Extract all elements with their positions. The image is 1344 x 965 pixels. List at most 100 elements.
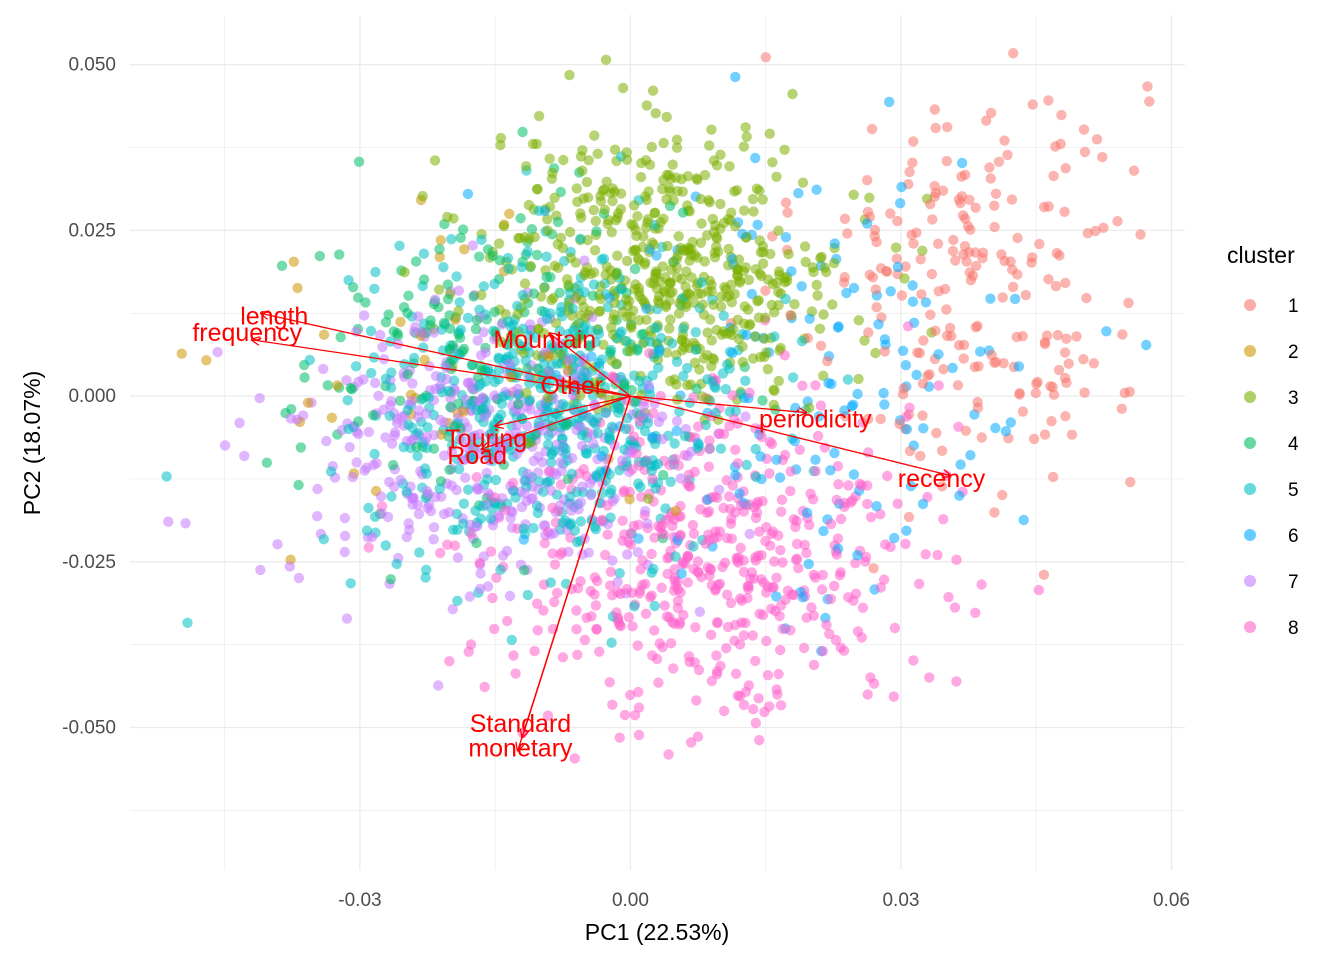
data-point-cluster-3 (707, 353, 718, 364)
data-point-cluster-3 (728, 323, 739, 335)
data-point-cluster-6 (755, 451, 766, 462)
data-point-cluster-3 (632, 211, 643, 222)
data-point-cluster-4 (515, 213, 526, 224)
data-point-cluster-8 (777, 557, 788, 568)
data-point-cluster-7 (545, 529, 556, 540)
data-point-cluster-5 (569, 525, 581, 536)
data-point-cluster-8 (885, 541, 896, 553)
data-point-cluster-5 (583, 412, 595, 423)
data-point-cluster-8 (902, 321, 914, 332)
data-point-cluster-5 (596, 354, 607, 365)
data-point-cluster-5 (463, 484, 474, 495)
data-point-cluster-8 (549, 596, 560, 608)
data-point-cluster-8 (605, 580, 616, 591)
data-point-cluster-3 (748, 206, 759, 217)
data-point-cluster-5 (517, 413, 528, 425)
data-point-cluster-8 (693, 664, 705, 676)
data-point-cluster-1 (1071, 331, 1082, 342)
data-point-cluster-3 (660, 272, 671, 283)
data-point-cluster-8 (785, 466, 796, 477)
data-point-cluster-8 (825, 518, 837, 530)
data-point-cluster-5 (343, 275, 354, 286)
data-point-cluster-7 (456, 434, 467, 445)
data-point-cluster-1 (938, 364, 949, 375)
data-point-cluster-6 (734, 488, 745, 499)
data-point-cluster-7 (475, 568, 486, 579)
data-point-cluster-4 (380, 317, 392, 328)
data-point-cluster-8 (779, 350, 790, 361)
data-point-cluster-3 (609, 186, 620, 197)
data-point-cluster-1 (947, 245, 959, 257)
data-point-cluster-5 (506, 634, 517, 646)
data-point-cluster-6 (846, 401, 857, 412)
data-point-cluster-3 (643, 186, 654, 197)
data-point-cluster-7 (339, 512, 351, 524)
data-point-cluster-4 (506, 333, 517, 344)
data-point-cluster-1 (1054, 250, 1065, 261)
data-point-cluster-6 (676, 568, 687, 579)
data-point-cluster-7 (285, 413, 297, 424)
data-point-cluster-8 (735, 500, 747, 511)
data-point-cluster-8 (602, 500, 613, 511)
data-point-cluster-5 (740, 375, 751, 386)
data-point-cluster-6 (789, 435, 800, 447)
data-point-cluster-8 (806, 602, 817, 613)
data-point-cluster-5 (621, 335, 632, 347)
data-point-cluster-8 (489, 492, 501, 503)
data-point-cluster-6 (889, 532, 900, 544)
data-point-cluster-7 (744, 528, 755, 540)
data-point-cluster-7 (339, 546, 350, 558)
data-point-cluster-1 (1043, 95, 1054, 106)
data-point-cluster-3 (533, 110, 545, 122)
data-point-cluster-4 (368, 409, 379, 421)
loading-label-length: length (240, 303, 308, 331)
data-point-cluster-1 (898, 383, 909, 394)
data-point-cluster-3 (658, 137, 669, 149)
data-point-cluster-3 (617, 82, 629, 94)
data-point-cluster-4 (471, 537, 482, 549)
data-point-cluster-5 (575, 516, 586, 527)
data-point-cluster-7 (461, 442, 473, 453)
data-point-cluster-5 (495, 564, 506, 575)
data-point-cluster-6 (596, 451, 607, 462)
data-point-cluster-8 (943, 591, 954, 603)
data-point-cluster-5 (614, 568, 625, 579)
data-point-cluster-8 (544, 466, 555, 477)
data-point-cluster-8 (640, 578, 651, 590)
data-point-cluster-6 (810, 454, 821, 465)
data-point-cluster-5 (391, 558, 402, 570)
data-point-cluster-5 (503, 263, 514, 274)
data-point-cluster-6 (862, 218, 873, 229)
data-point-cluster-1 (875, 263, 887, 274)
data-point-cluster-1 (1012, 269, 1023, 280)
data-point-cluster-7 (555, 457, 566, 468)
data-point-cluster-8 (623, 612, 635, 623)
data-point-cluster-1 (1032, 376, 1043, 388)
data-point-cluster-7 (446, 446, 458, 457)
data-point-cluster-3 (664, 295, 675, 306)
data-point-cluster-1 (1079, 146, 1091, 158)
legend-label-1: 1 (1288, 296, 1299, 317)
data-point-cluster-8 (732, 418, 744, 429)
data-point-cluster-4 (276, 260, 288, 271)
data-point-cluster-8 (703, 461, 715, 472)
data-point-cluster-2 (450, 314, 461, 325)
data-point-cluster-1 (839, 272, 850, 283)
data-point-cluster-3 (563, 279, 574, 290)
data-point-cluster-8 (777, 623, 788, 635)
data-point-cluster-8 (769, 556, 780, 567)
data-point-cluster-5 (350, 361, 362, 372)
data-point-cluster-4 (398, 302, 410, 313)
data-point-cluster-8 (551, 587, 563, 599)
data-point-cluster-3 (519, 278, 531, 289)
data-point-cluster-3 (542, 214, 553, 225)
data-point-cluster-3 (684, 289, 696, 300)
data-point-cluster-2 (292, 282, 303, 294)
data-point-cluster-7 (212, 346, 223, 358)
data-point-cluster-2 (670, 505, 681, 517)
data-point-cluster-5 (455, 324, 466, 335)
legend-key-2 (1244, 345, 1256, 357)
data-point-cluster-5 (671, 356, 683, 367)
data-point-cluster-8 (691, 695, 702, 706)
